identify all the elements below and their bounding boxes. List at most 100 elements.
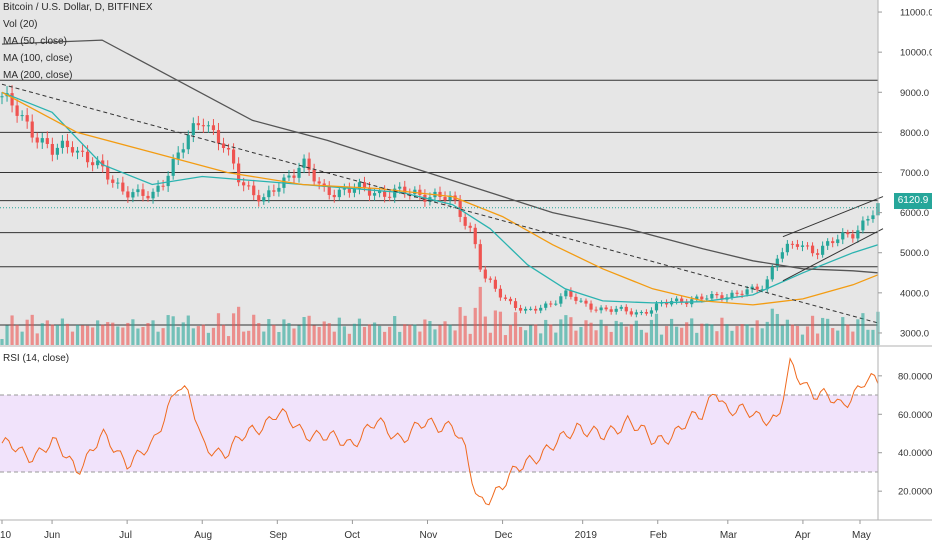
volume-bar: [473, 307, 477, 345]
volume-bar: [720, 317, 724, 345]
ma-line-3: [1, 39, 879, 274]
volume-bar: [448, 324, 452, 345]
volume-bar: [659, 334, 664, 345]
candle-body: [473, 227, 477, 245]
candle-body: [675, 298, 679, 302]
candle-body: [362, 182, 367, 188]
x-tick-label: Jun: [44, 530, 60, 541]
volume-bar: [388, 326, 392, 345]
volume-bar: [569, 317, 573, 345]
candle-body: [398, 186, 402, 189]
volume-bar: [352, 323, 357, 345]
rsi-tick-label: 80.0000: [898, 371, 932, 382]
candle-body: [554, 303, 558, 305]
candle-body: [483, 269, 487, 279]
volume-bar: [513, 312, 518, 345]
candle-body: [342, 188, 346, 190]
candle-body: [252, 185, 256, 196]
volume-legend[interactable]: Vol (20): [3, 19, 38, 30]
candle-body: [695, 296, 699, 300]
candle-body: [403, 186, 407, 194]
volume-bar: [790, 324, 795, 345]
volume-bar: [730, 330, 734, 345]
volume-bar: [403, 324, 407, 345]
volume-bar: [75, 324, 80, 345]
candle-body: [579, 300, 583, 302]
candle-body: [181, 149, 185, 153]
candle-body: [176, 152, 180, 159]
volume-bar: [292, 328, 296, 345]
volume-bar: [35, 333, 39, 345]
volume-bar: [624, 326, 628, 345]
volume-bar: [468, 333, 472, 345]
candle-body: [624, 306, 628, 312]
rsi-pane[interactable]: [0, 347, 879, 520]
ma100-legend[interactable]: MA (100, close): [3, 53, 73, 64]
ma-line-2: [1, 91, 879, 306]
volume-bar: [458, 307, 462, 345]
candle-body: [297, 167, 301, 178]
candle-body: [584, 300, 588, 304]
price-pane[interactable]: [0, 0, 884, 345]
candle-body: [161, 185, 165, 187]
candle-body: [503, 297, 508, 299]
rsi-tick-label: 40.0000: [898, 448, 932, 459]
candle-body: [393, 188, 397, 198]
volume-bar: [685, 322, 689, 345]
ma50-legend[interactable]: MA (50, close): [3, 36, 67, 47]
candle-body: [518, 307, 523, 311]
candle-body: [780, 252, 784, 259]
volume-bar: [453, 330, 457, 345]
price-tick-label: 7000.0: [900, 168, 929, 179]
volume-bar: [755, 320, 759, 345]
volume-bar: [70, 331, 75, 345]
volume-bar: [5, 325, 9, 345]
candle-body: [765, 279, 769, 290]
candle-body: [760, 289, 764, 291]
volume-bar: [201, 324, 205, 345]
candle-body: [40, 138, 44, 143]
volume-bar: [297, 325, 301, 345]
x-tick-label: 10: [0, 530, 12, 541]
candle-body: [544, 303, 548, 308]
candle-body: [367, 187, 372, 196]
volume-bar: [433, 329, 437, 345]
candle-body: [644, 312, 649, 314]
candle-body: [594, 309, 598, 311]
volume-bar: [715, 331, 719, 345]
volume-bar: [231, 313, 236, 345]
rsi-tick-label: 20.0000: [898, 487, 932, 498]
candle-body: [831, 241, 835, 244]
volume-bar: [226, 336, 231, 345]
candle-body: [513, 301, 518, 308]
volume-bar: [805, 326, 810, 345]
rsi-line: [1, 357, 879, 506]
candle-body: [226, 147, 231, 150]
volume-bar: [770, 308, 774, 345]
volume-bar: [111, 322, 115, 345]
volume-bar: [866, 329, 870, 345]
volume-bar: [680, 327, 684, 345]
candle-body: [111, 179, 115, 183]
candle-body: [317, 181, 321, 184]
candle-body: [247, 185, 251, 187]
volume-bar: [55, 324, 59, 345]
volume-bar: [836, 330, 840, 345]
volume-bar: [262, 331, 266, 345]
ma200-legend[interactable]: MA (200, close): [3, 70, 73, 81]
volume-bar: [599, 319, 603, 345]
candle-body: [116, 182, 120, 184]
rsi-legend[interactable]: RSI (14, close): [3, 353, 70, 364]
volume-bar: [101, 324, 105, 345]
volume-bar: [534, 324, 538, 345]
volume-bar: [675, 326, 679, 345]
price-tick-label: 9000.0: [900, 88, 929, 99]
candle-body: [700, 296, 704, 300]
volume-bar: [725, 324, 729, 345]
volume-bar: [810, 315, 815, 345]
price-tick-label: 4000.0: [900, 288, 929, 299]
candle-body: [272, 190, 276, 192]
candle-body: [710, 294, 714, 299]
volume-bar: [10, 315, 14, 345]
